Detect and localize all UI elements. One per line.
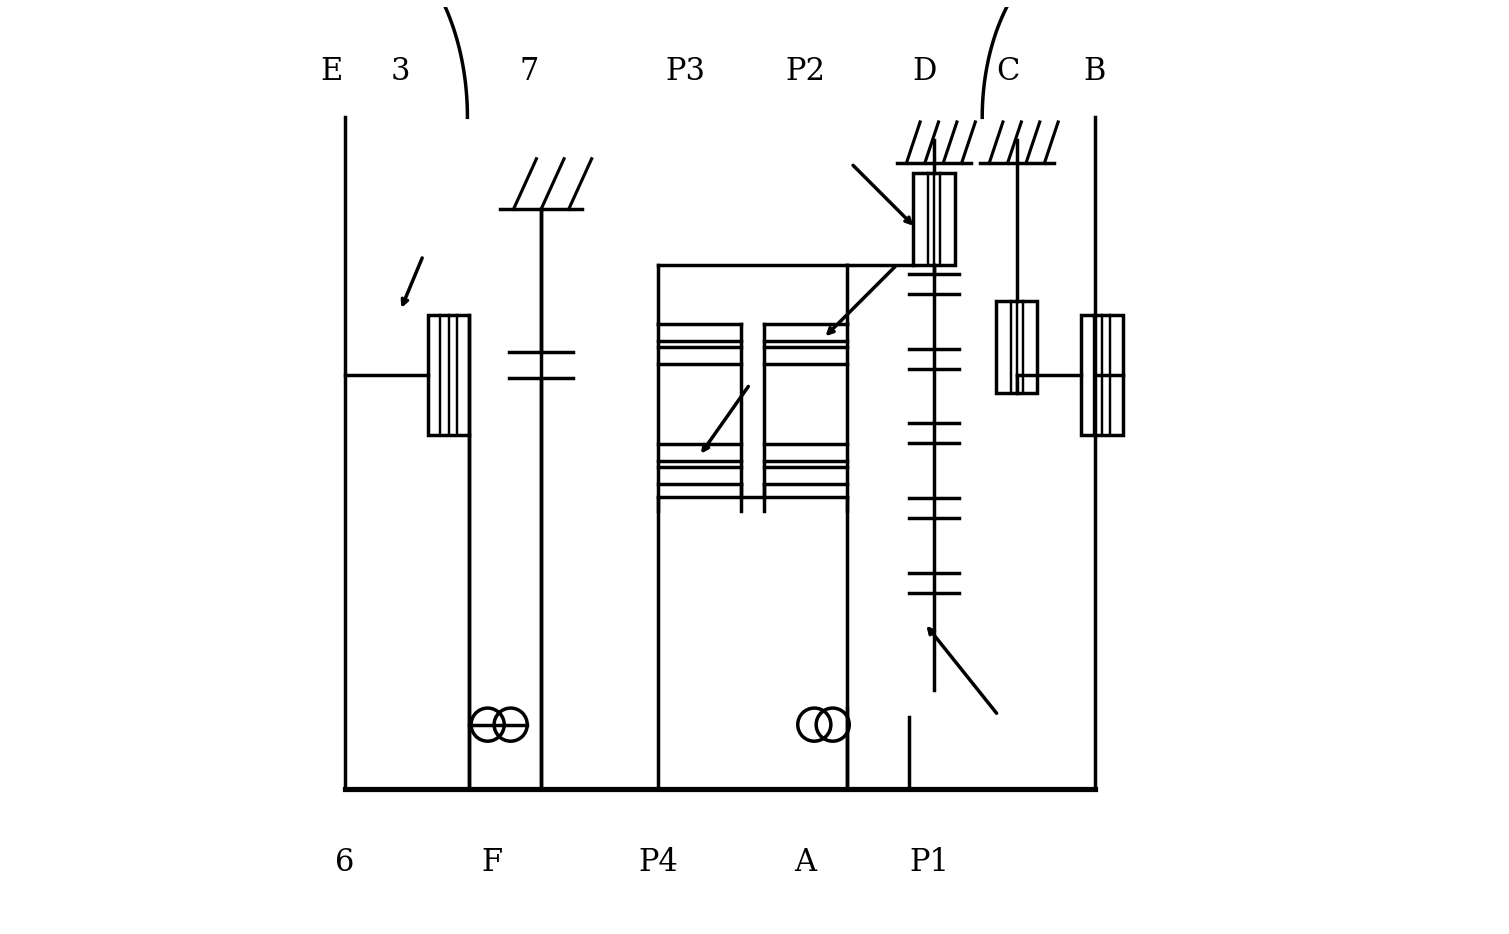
Bar (1080, 315, 1123, 435)
Text: P4: P4 (638, 847, 678, 878)
Bar (913, 173, 955, 264)
Text: P3: P3 (665, 56, 706, 87)
Text: B: B (1083, 56, 1106, 87)
Text: D: D (913, 56, 937, 87)
Text: P1: P1 (910, 847, 949, 878)
Bar (996, 302, 1037, 393)
Text: C: C (996, 56, 1019, 87)
Text: 7: 7 (519, 56, 539, 87)
Text: 3: 3 (391, 56, 410, 87)
Text: P2: P2 (785, 56, 825, 87)
Text: A: A (794, 847, 816, 878)
Text: F: F (481, 847, 502, 878)
Text: 6: 6 (335, 847, 355, 878)
Text: E: E (320, 56, 343, 87)
Bar (429, 315, 469, 435)
